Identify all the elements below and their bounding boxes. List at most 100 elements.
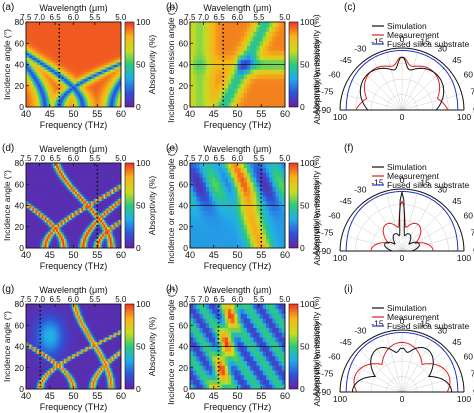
heatmap-cell	[56, 181, 59, 185]
heatmap-cell	[48, 167, 51, 171]
heatmap-cell	[35, 62, 38, 65]
heatmap-cell	[41, 229, 44, 232]
heatmap-cell	[27, 69, 30, 72]
heatmap-cell	[79, 26, 82, 30]
heatmap-cell	[59, 99, 62, 103]
heatmap-cell	[111, 214, 114, 218]
heatmap-cell	[103, 214, 106, 218]
heatmap-cell	[26, 177, 28, 180]
heatmap-cell	[90, 226, 93, 230]
heatmap-cell	[89, 219, 92, 223]
heatmap-cell	[71, 83, 74, 87]
heatmap-cell	[94, 224, 97, 228]
heatmap-cell	[81, 236, 84, 239]
heatmap-cell	[37, 217, 40, 221]
heatmap-cell	[109, 226, 112, 230]
heatmap-cell	[38, 210, 41, 213]
heatmap-cell	[40, 45, 43, 49]
heatmap-cell	[51, 217, 54, 221]
heatmap-cell	[106, 31, 109, 35]
heatmap-cell	[51, 193, 54, 197]
heatmap-cell	[62, 88, 65, 91]
heatmap-cell	[92, 163, 95, 166]
heatmap-cell	[100, 76, 103, 80]
heatmap-cell	[215, 92, 219, 98]
heatmap-cell	[209, 97, 213, 103]
heatmap-cell	[43, 52, 46, 56]
heatmap-cell	[87, 238, 90, 242]
heatmap-cell	[113, 26, 116, 30]
heatmap-cell	[59, 163, 62, 166]
heatmap-cell	[102, 193, 104, 197]
heatmap-cell	[70, 207, 73, 211]
heatmap-cell	[103, 83, 106, 87]
heatmap-cell	[90, 172, 93, 176]
heatmap-cell	[253, 78, 257, 84]
heatmap-cell	[57, 163, 60, 166]
heatmap-cell	[81, 186, 84, 190]
heatmap-cell	[73, 50, 76, 54]
heatmap-cell	[90, 224, 93, 228]
heatmap-cell	[62, 92, 65, 96]
heatmap-cell	[64, 55, 66, 58]
heatmap-cell	[113, 224, 116, 228]
heatmap-cell	[75, 226, 78, 230]
heatmap-cell	[26, 33, 28, 37]
heatmap-cell	[43, 83, 46, 87]
heatmap-cell	[79, 236, 82, 239]
heatmap-cell	[46, 83, 49, 87]
heatmap-cell	[100, 43, 103, 47]
heatmap-cell	[57, 174, 60, 178]
heatmap-cell	[73, 163, 76, 166]
heatmap-cell	[231, 36, 235, 42]
heatmap-cell	[40, 26, 43, 30]
heatmap-cell	[272, 45, 276, 51]
heatmap-cell	[237, 73, 242, 80]
heatmap-cell	[45, 200, 47, 204]
heatmap-cell	[78, 198, 81, 202]
heatmap-cell	[113, 214, 116, 218]
heatmap-cell	[209, 40, 213, 47]
heatmap-cell	[56, 47, 59, 51]
heatmap-cell	[35, 165, 38, 169]
heatmap-cell	[111, 50, 114, 54]
heatmap-cell	[51, 188, 54, 192]
heatmap-cell	[73, 170, 76, 173]
heatmap-cell	[46, 97, 49, 101]
heatmap-cell	[275, 73, 280, 80]
heatmap-cell	[76, 231, 79, 235]
heatmap-cell	[196, 22, 200, 28]
heatmap-cell	[38, 193, 41, 197]
heatmap-cell	[114, 207, 117, 211]
heatmap-cell	[30, 47, 33, 51]
heatmap-cell	[38, 219, 41, 223]
heatmap-cell	[60, 231, 63, 235]
heatmap-cell	[68, 55, 71, 58]
heatmap-cell	[43, 64, 46, 68]
heatmap-cell	[81, 66, 84, 70]
heatmap-cell	[43, 26, 46, 30]
heatmap-cell	[84, 50, 87, 54]
heatmap-cell	[33, 38, 36, 42]
heatmap-cell	[262, 88, 267, 94]
heatmap-cell	[46, 64, 49, 68]
heatmap-cell	[106, 174, 109, 178]
heatmap-cell	[100, 69, 103, 72]
heatmap-cell	[32, 184, 35, 188]
heatmap-cell	[209, 50, 213, 56]
heatmap-cell	[92, 57, 95, 61]
heatmap-cell	[106, 81, 109, 84]
heatmap-cell	[30, 165, 33, 169]
heatmap-cell	[105, 92, 108, 96]
heatmap-cell	[114, 236, 117, 239]
heatmap-cell	[111, 76, 114, 80]
heatmap-cell	[275, 55, 280, 61]
heatmap-cell	[46, 47, 49, 51]
heatmap-cell	[98, 165, 101, 169]
y-tick-label: 20	[15, 81, 25, 91]
heatmap-cell	[94, 97, 97, 101]
heatmap-cell	[190, 73, 194, 80]
heatmap-cell	[48, 243, 51, 247]
heatmap-cell	[33, 29, 36, 32]
heatmap-cell	[29, 170, 32, 173]
